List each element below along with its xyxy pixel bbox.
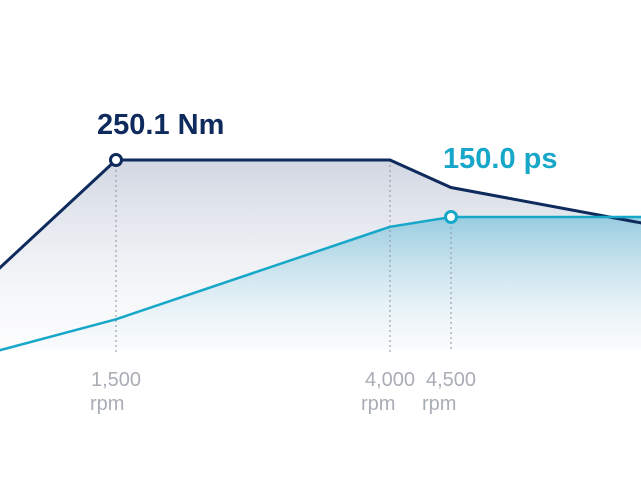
x-tick-label-2: 4,500 [426,369,476,391]
x-tick-label-1: 4,000 [365,369,415,391]
x-tick-unit-0: rpm [90,393,124,415]
x-tick-unit-2: rpm [422,393,456,415]
series-line-1 [0,215,641,352]
highlight-point-0 [109,153,123,167]
series-area-1 [0,217,641,351]
series-value-label-1: 150.0 ps [443,143,557,175]
series-value-label-0: 250.1 Nm [97,109,224,141]
x-tick-unit-1: rpm [361,393,395,415]
x-tick-label-0: 1,500 [91,369,141,391]
series-line-0 [0,158,641,270]
highlight-point-1 [444,210,458,224]
